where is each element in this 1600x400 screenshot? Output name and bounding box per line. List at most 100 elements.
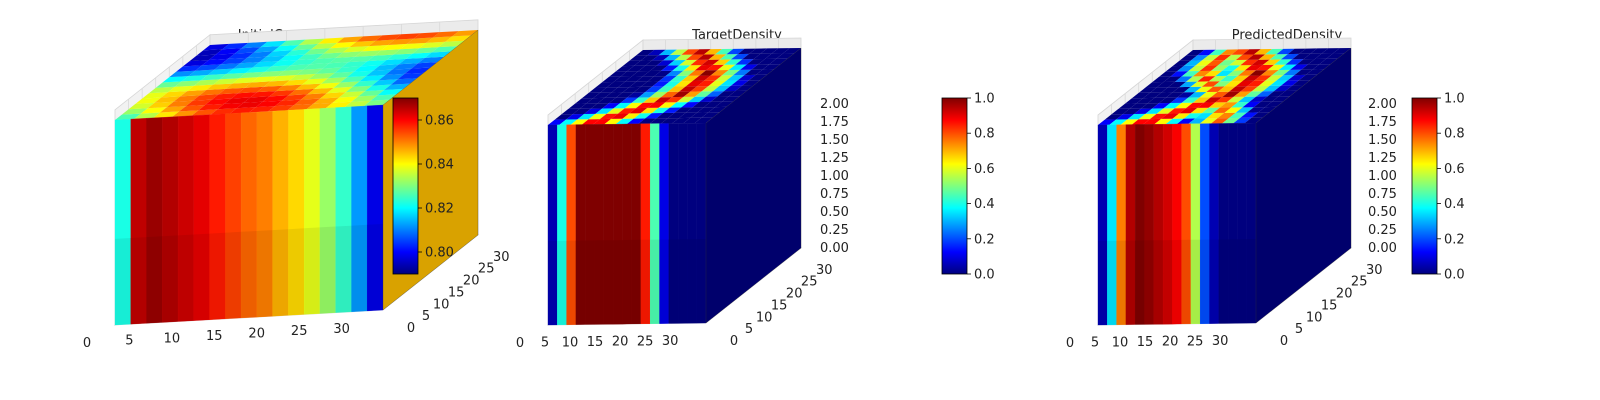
top-cell — [207, 68, 234, 75]
top-cell — [385, 68, 412, 75]
top-cell — [243, 96, 270, 103]
top-cell — [1271, 96, 1290, 102]
top-cell — [1260, 96, 1279, 102]
top-cell — [1170, 71, 1189, 77]
top-cell — [290, 58, 317, 66]
top-cell — [685, 107, 704, 113]
z-tick-label: 1.00 — [820, 169, 849, 184]
top-cell — [347, 70, 374, 78]
front-column-lower — [1153, 240, 1164, 325]
front-column-lower — [209, 232, 226, 320]
top-cell — [1172, 60, 1191, 67]
top-cell — [1179, 81, 1198, 88]
top-cell — [1219, 102, 1238, 108]
top-cell — [1276, 75, 1295, 81]
top-cell — [234, 47, 261, 54]
top-cell — [269, 90, 296, 97]
colorbar-tick-label: 0.4 — [974, 197, 995, 212]
top-cell — [572, 108, 591, 115]
top-cell — [613, 102, 632, 109]
y-tick-label: 15 — [771, 298, 788, 313]
top-cell — [1267, 64, 1286, 71]
top-cell — [1226, 96, 1245, 103]
top-cell — [1163, 76, 1182, 82]
top-cell — [1159, 71, 1178, 77]
top-cell — [265, 65, 291, 72]
top-cell — [627, 92, 646, 98]
top-cell — [306, 102, 333, 110]
top-cell — [595, 108, 614, 114]
x-tick-label: 30 — [1212, 334, 1229, 349]
top-cell — [1256, 91, 1275, 97]
top-cell — [1206, 86, 1225, 92]
top-cell — [393, 48, 420, 55]
top-cell — [1210, 91, 1229, 98]
top-cell — [1244, 91, 1263, 97]
top-cell — [654, 97, 673, 103]
colorbar-tick-label: 0.80 — [425, 246, 454, 261]
top-cell — [624, 76, 643, 82]
top-cell — [191, 109, 218, 116]
top-cell — [638, 118, 657, 124]
top-cell — [1188, 92, 1207, 98]
top-cell — [253, 46, 280, 53]
top-cell — [703, 75, 722, 81]
front-column-lower — [335, 225, 352, 313]
front-column-lower — [1190, 239, 1201, 324]
top-cell — [586, 97, 605, 104]
top-cell — [683, 117, 702, 124]
top-cell — [189, 54, 216, 62]
top-cell — [115, 113, 141, 120]
top-cell — [153, 111, 180, 118]
top-cell — [719, 80, 738, 86]
z-tick-label: 1.00 — [1368, 169, 1397, 184]
top-cell — [1222, 117, 1241, 124]
top-cell — [180, 90, 207, 97]
top-cell — [1281, 53, 1300, 60]
top-cell — [690, 86, 709, 92]
top-cell — [692, 49, 711, 55]
top-cell — [1290, 64, 1309, 70]
top-cell — [316, 52, 343, 59]
cube-front-face — [114, 104, 384, 326]
front-column-lower — [1172, 239, 1182, 325]
top-cell — [259, 55, 286, 63]
top-cell — [656, 60, 675, 66]
top-cell — [154, 96, 181, 103]
top-cell — [186, 99, 212, 107]
top-cell — [219, 72, 246, 80]
top-cell — [188, 69, 215, 77]
front-column-lower — [603, 240, 614, 325]
front-column-lower — [1125, 240, 1136, 325]
top-cell — [710, 70, 729, 76]
top-cell — [724, 59, 743, 65]
top-cell — [161, 91, 188, 98]
top-cell — [196, 49, 223, 56]
top-cell — [232, 77, 259, 84]
top-cell — [147, 101, 174, 109]
front-column-lower — [1218, 239, 1229, 324]
front-column-lower — [367, 223, 383, 311]
top-cell — [749, 74, 768, 81]
side-face — [705, 47, 802, 324]
z-tick-label: 1.75 — [820, 115, 849, 130]
top-cell — [229, 107, 256, 114]
top-cell — [554, 114, 573, 120]
top-cell — [683, 65, 702, 71]
top-cell — [378, 73, 405, 81]
top-cell — [273, 45, 299, 52]
top-cell — [672, 117, 691, 124]
top-cell — [633, 113, 652, 119]
top-cell — [231, 92, 257, 99]
top-cell — [1265, 48, 1284, 55]
top-cell — [694, 64, 713, 71]
top-cell — [325, 101, 352, 109]
top-cell — [631, 71, 650, 77]
top-cell — [1192, 97, 1211, 103]
front-column-lower — [1228, 239, 1238, 324]
front-column-lower — [1107, 240, 1117, 325]
top-cell — [277, 69, 304, 77]
top-cell — [337, 36, 364, 43]
top-cell — [237, 86, 264, 94]
top-cell — [618, 81, 637, 88]
